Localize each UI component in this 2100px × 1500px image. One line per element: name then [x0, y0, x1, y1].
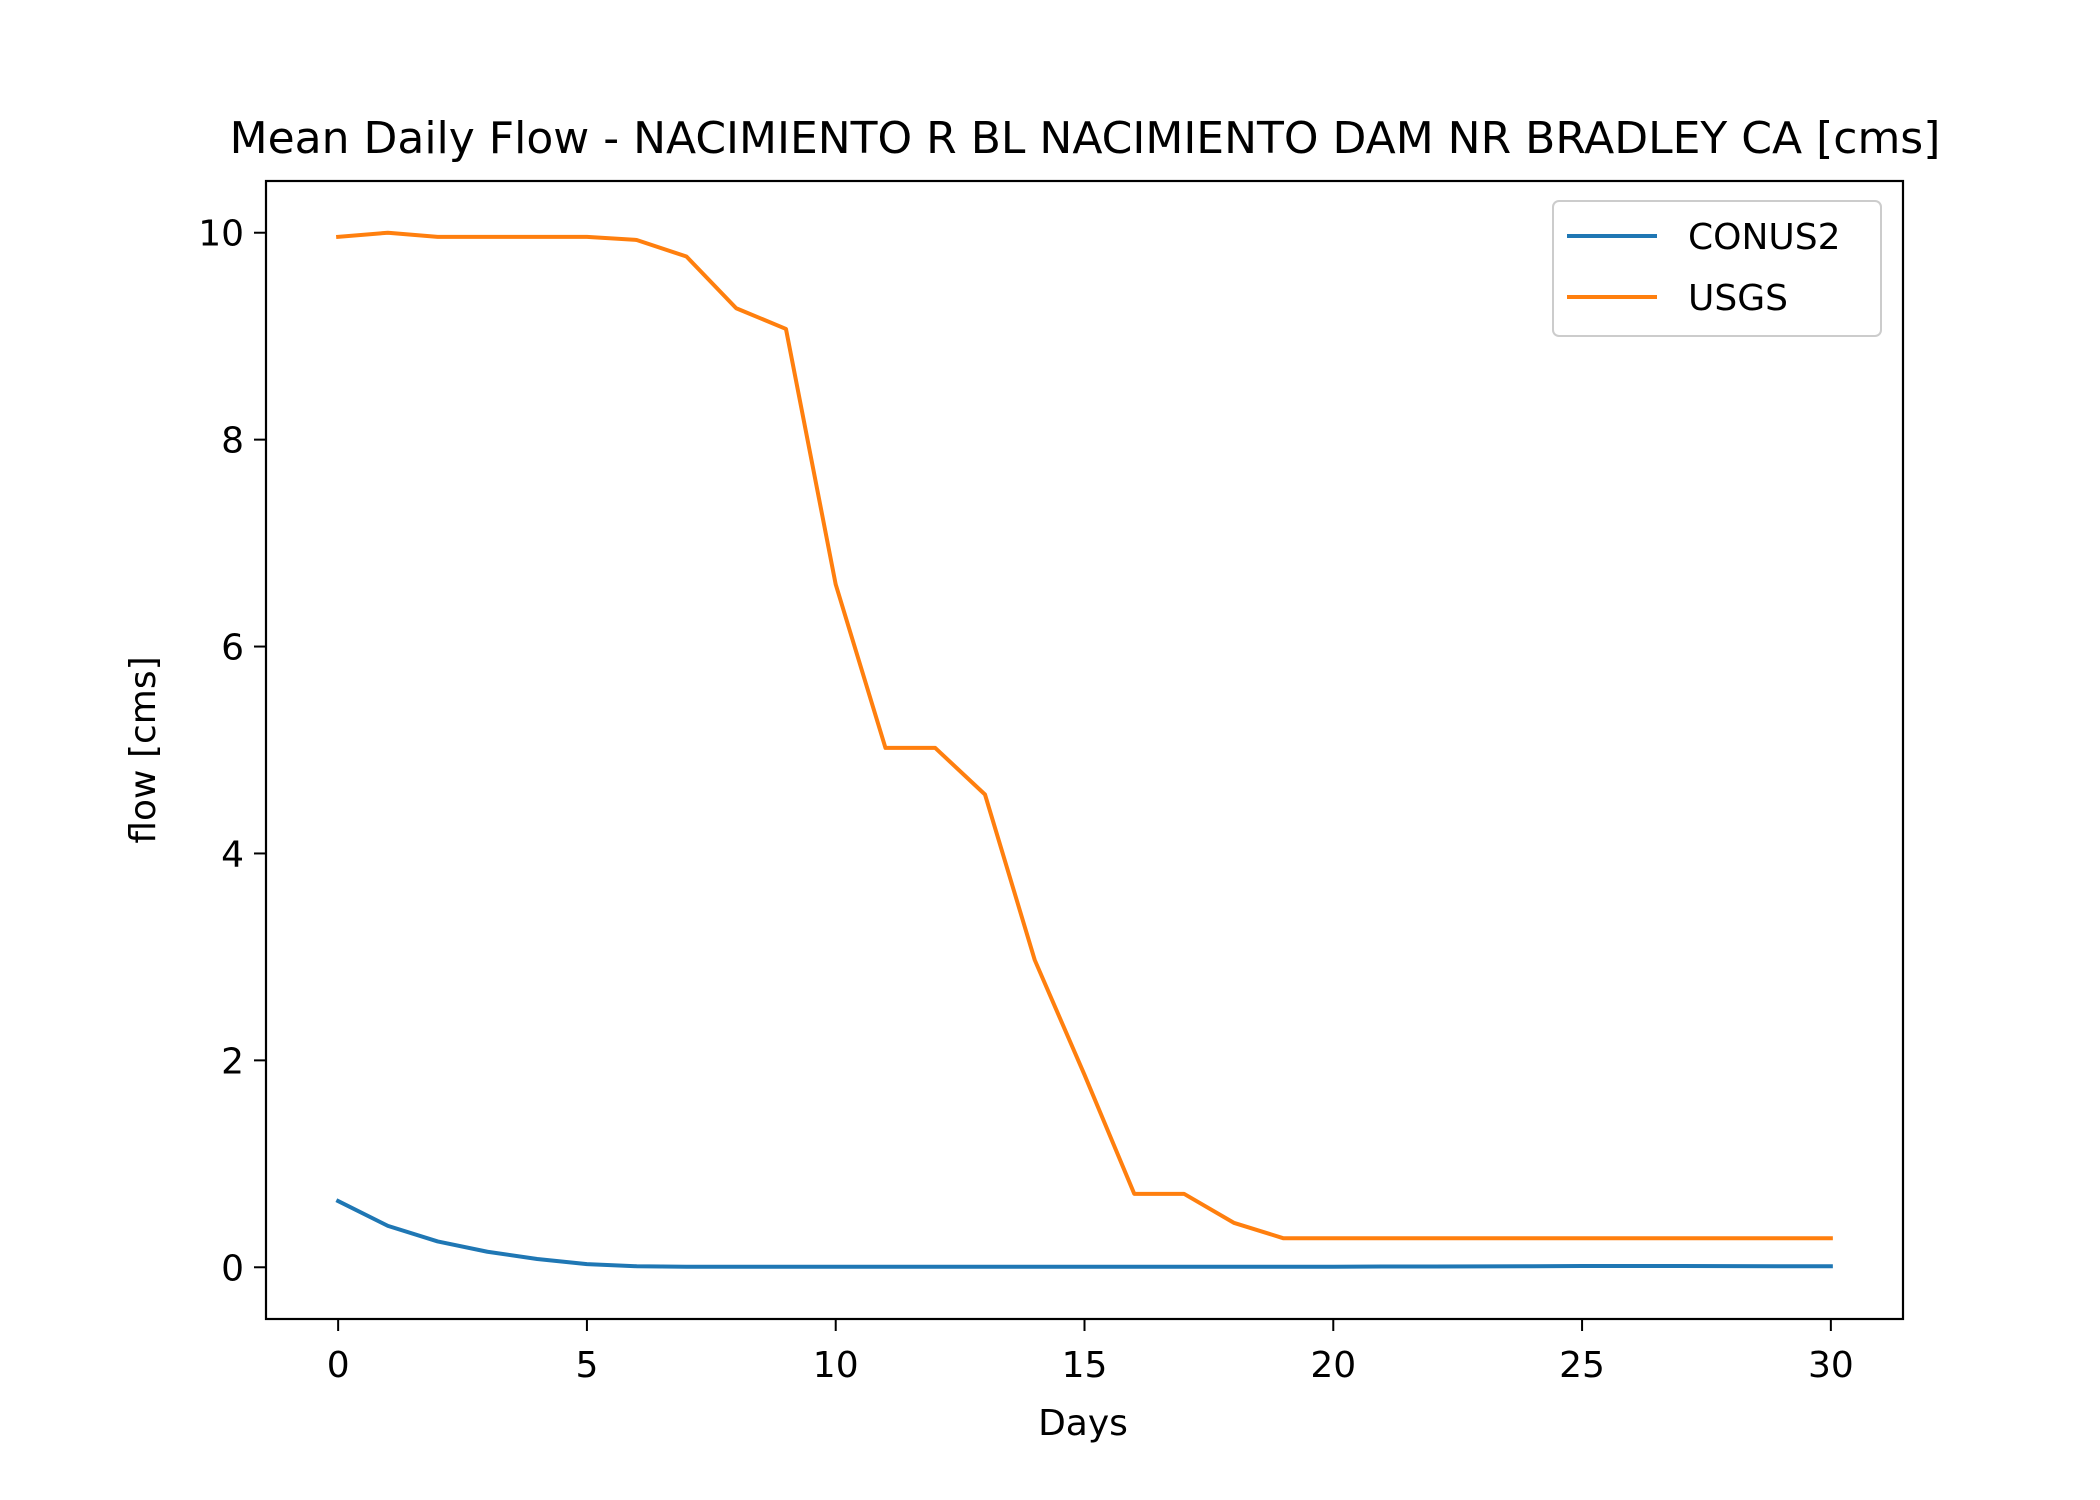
series-line-conus2	[335, 1198, 1833, 1269]
y-tick-label: 2	[221, 1041, 244, 1082]
x-tick-label: 10	[813, 1345, 859, 1386]
legend: CONUS2 USGS	[1552, 200, 1882, 337]
x-axis-label: Days	[1038, 1403, 1128, 1444]
y-tick-label: 0	[221, 1248, 244, 1289]
x-tick-label: 5	[575, 1345, 598, 1386]
legend-label-conus2: CONUS2	[1688, 217, 1841, 258]
y-tick-label: 4	[221, 834, 244, 875]
legend-label-usgs: USGS	[1688, 278, 1788, 319]
x-tick-label: 15	[1062, 1345, 1108, 1386]
y-axis-label: flow [cms]	[123, 656, 164, 843]
y-tick-label: 10	[198, 214, 244, 255]
chart-title: Mean Daily Flow - NACIMIENTO R BL NACIMI…	[230, 113, 1941, 164]
x-tick-label: 20	[1310, 1345, 1356, 1386]
y-tick-label: 8	[221, 421, 244, 462]
x-tick-label: 0	[327, 1345, 350, 1386]
series-line-usgs	[335, 230, 1833, 1241]
y-tick-label: 6	[221, 628, 244, 669]
y-axis: 0 2 4 6 8 10	[198, 214, 266, 1289]
series-layer	[335, 230, 1833, 1269]
x-axis: 0 5 10 15 20 25 30	[327, 1319, 1854, 1386]
x-tick-label: 25	[1559, 1345, 1605, 1386]
x-tick-label: 30	[1808, 1345, 1854, 1386]
